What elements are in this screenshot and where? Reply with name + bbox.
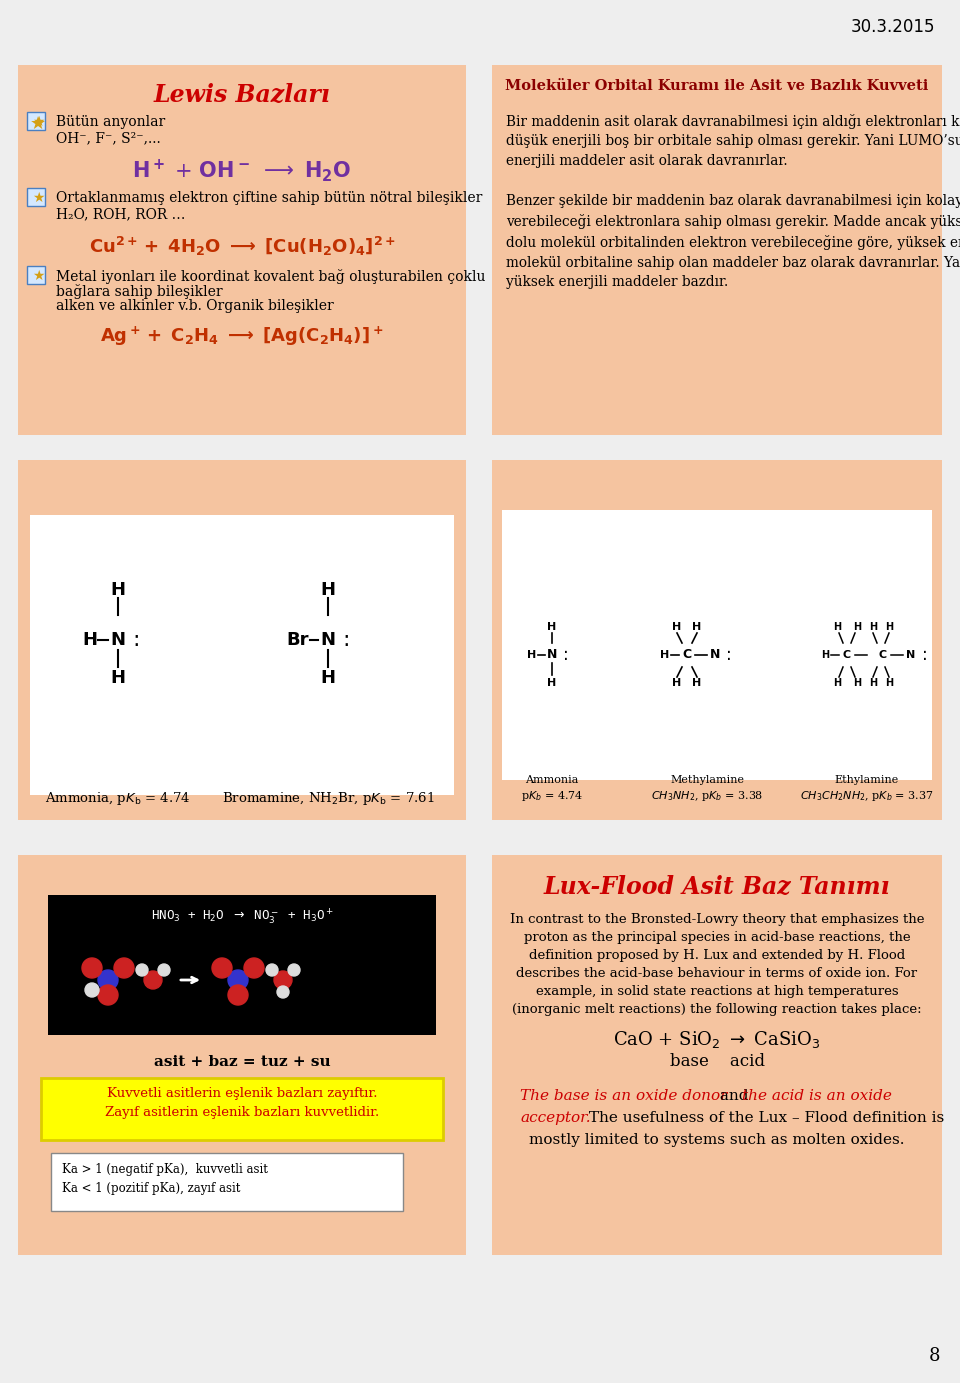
Text: C: C xyxy=(879,650,887,660)
Text: :: : xyxy=(132,631,140,650)
Circle shape xyxy=(228,985,248,1005)
Text: C: C xyxy=(683,649,691,661)
Text: describes the acid-base behaviour in terms of oxide ion. For: describes the acid-base behaviour in ter… xyxy=(516,967,918,981)
Text: C: C xyxy=(843,650,852,660)
Text: H₂O, ROH, ROR …: H₂O, ROH, ROR … xyxy=(56,207,185,221)
Text: H: H xyxy=(852,678,861,687)
Text: In contrast to the Bronsted-Lowry theory that emphasizes the: In contrast to the Bronsted-Lowry theory… xyxy=(510,913,924,927)
Text: H: H xyxy=(833,622,841,632)
Text: :: : xyxy=(564,646,569,664)
Text: H: H xyxy=(527,650,537,660)
Text: H: H xyxy=(547,622,557,632)
Text: example, in solid state reactions at high temperatures: example, in solid state reactions at hig… xyxy=(536,985,899,999)
Circle shape xyxy=(98,985,118,1005)
Text: Ka > 1 (negatif pKa),  kuvvetli asit
Ka < 1 (pozitif pKa), zayıf asit: Ka > 1 (negatif pKa), kuvvetli asit Ka <… xyxy=(62,1163,268,1195)
Text: Metal iyonları ile koordinat kovalent bağ oluşturabilen çoklu: Metal iyonları ile koordinat kovalent ba… xyxy=(56,270,486,284)
Text: H: H xyxy=(833,678,841,687)
Text: Lux-Flood Asit Baz Tanımı: Lux-Flood Asit Baz Tanımı xyxy=(543,875,890,899)
FancyBboxPatch shape xyxy=(18,461,466,820)
Text: ★: ★ xyxy=(32,191,44,205)
FancyBboxPatch shape xyxy=(502,510,932,780)
Text: acceptor.: acceptor. xyxy=(520,1111,590,1124)
Text: The usefulness of the Lux – Flood definition is: The usefulness of the Lux – Flood defini… xyxy=(584,1111,945,1124)
Text: H: H xyxy=(321,581,335,599)
Text: Ammonia
p$\mathit{K}_{b}$ = 4.74: Ammonia p$\mathit{K}_{b}$ = 4.74 xyxy=(521,774,583,804)
FancyBboxPatch shape xyxy=(41,1077,443,1140)
Text: H: H xyxy=(692,678,702,687)
Text: H: H xyxy=(821,650,829,660)
Text: $\mathbf{Cu^{2+} + \ 4H_2O \ \longrightarrow \ [Cu(H_2O)_4]^{2+}}$: $\mathbf{Cu^{2+} + \ 4H_2O \ \longrighta… xyxy=(88,235,396,259)
Text: H: H xyxy=(547,678,557,687)
Text: Kuvvetli asitlerin eşlenik bazları zayıftır.
Zayıf asitlerin eşlenik bazları kuv: Kuvvetli asitlerin eşlenik bazları zayıf… xyxy=(105,1087,379,1119)
Circle shape xyxy=(114,958,134,978)
Circle shape xyxy=(98,969,118,990)
Circle shape xyxy=(244,958,264,978)
Text: :: : xyxy=(726,646,732,664)
Text: Bir maddenin asit olarak davranabilmesi için aldığı elektronları koyabileceği
dü: Bir maddenin asit olarak davranabilmesi … xyxy=(506,113,960,167)
Text: H: H xyxy=(869,622,877,632)
Text: $\mathbf{Ag^+ + \ C_2H_4 \ \longrightarrow \ [Ag(C_2H_4)]^+}$: $\mathbf{Ag^+ + \ C_2H_4 \ \longrightarr… xyxy=(101,325,384,349)
Circle shape xyxy=(266,964,278,976)
FancyBboxPatch shape xyxy=(492,461,942,820)
Text: N: N xyxy=(709,649,720,661)
FancyBboxPatch shape xyxy=(27,266,45,284)
Text: N: N xyxy=(547,649,557,661)
FancyBboxPatch shape xyxy=(492,855,942,1254)
Text: OH⁻, F⁻, S²⁻,...: OH⁻, F⁻, S²⁻,... xyxy=(56,131,160,145)
Text: 8: 8 xyxy=(928,1347,940,1365)
FancyBboxPatch shape xyxy=(48,895,436,1034)
Text: The base is an oxide donor: The base is an oxide donor xyxy=(520,1088,728,1104)
Text: Benzer şekilde bir maddenin baz olarak davranabilmesi için kolaylıkla
verebilece: Benzer şekilde bir maddenin baz olarak d… xyxy=(506,194,960,289)
FancyBboxPatch shape xyxy=(492,65,942,436)
Text: Ortaklanmamış elektron çiftine sahip bütün nötral bileşikler: Ortaklanmamış elektron çiftine sahip büt… xyxy=(56,191,482,205)
Text: N: N xyxy=(321,631,335,649)
Text: ★: ★ xyxy=(30,115,46,133)
Text: H: H xyxy=(83,631,98,649)
Text: H: H xyxy=(672,678,682,687)
Text: Br: Br xyxy=(287,631,309,649)
Text: Methylamine
$CH_3NH_2$, p$\mathit{K}_{b}$ = 3.38: Methylamine $CH_3NH_2$, p$\mathit{K}_{b}… xyxy=(651,774,763,804)
FancyBboxPatch shape xyxy=(18,65,466,436)
Text: and: and xyxy=(715,1088,754,1104)
Circle shape xyxy=(144,971,162,989)
Text: asit + baz = tuz + su: asit + baz = tuz + su xyxy=(154,1055,330,1069)
Circle shape xyxy=(274,971,292,989)
Text: bağlara sahip bileşikler: bağlara sahip bileşikler xyxy=(56,284,223,299)
Circle shape xyxy=(158,964,170,976)
Text: 30.3.2015: 30.3.2015 xyxy=(851,18,935,36)
Text: H: H xyxy=(869,678,877,687)
Circle shape xyxy=(85,983,99,997)
Text: Ammonia, p$\mathit{K}_{\rm b}$ = 4.74: Ammonia, p$\mathit{K}_{\rm b}$ = 4.74 xyxy=(45,790,191,808)
Text: base    acid: base acid xyxy=(669,1052,764,1070)
Text: H: H xyxy=(885,678,893,687)
FancyBboxPatch shape xyxy=(30,514,454,795)
Text: H: H xyxy=(660,650,670,660)
Circle shape xyxy=(228,969,248,990)
Text: Ethylamine
$CH_3CH_2NH_2$, p$\mathit{K}_{b}$ = 3.37: Ethylamine $CH_3CH_2NH_2$, p$\mathit{K}_… xyxy=(800,774,934,804)
Text: H: H xyxy=(885,622,893,632)
Text: :: : xyxy=(923,646,928,664)
Text: Lewis Bazları: Lewis Bazları xyxy=(154,83,330,106)
Text: N: N xyxy=(110,631,126,649)
Circle shape xyxy=(277,986,289,999)
Text: Bromamine, NH$_2$Br, p$\mathit{K}_{\rm b}$ = 7.61: Bromamine, NH$_2$Br, p$\mathit{K}_{\rm b… xyxy=(222,790,434,808)
Text: the acid is an oxide: the acid is an oxide xyxy=(742,1088,892,1104)
Text: mostly limited to systems such as molten oxides.: mostly limited to systems such as molten… xyxy=(529,1133,904,1147)
Text: H: H xyxy=(692,622,702,632)
Text: Moleküler Orbital Kuramı ile Asit ve Bazlık Kuvveti: Moleküler Orbital Kuramı ile Asit ve Baz… xyxy=(505,79,928,93)
Circle shape xyxy=(288,964,300,976)
Text: proton as the principal species in acid-base reactions, the: proton as the principal species in acid-… xyxy=(524,931,910,945)
FancyBboxPatch shape xyxy=(27,112,45,130)
Text: alken ve alkinler v.b. Organik bileşikler: alken ve alkinler v.b. Organik bileşikle… xyxy=(56,299,334,313)
Text: ★: ★ xyxy=(32,270,44,284)
FancyBboxPatch shape xyxy=(51,1153,403,1212)
Text: CaO + SiO$_2$ $\rightarrow$ CaSiO$_3$: CaO + SiO$_2$ $\rightarrow$ CaSiO$_3$ xyxy=(613,1029,821,1050)
Text: H: H xyxy=(110,669,126,687)
Text: H: H xyxy=(110,581,126,599)
Text: N: N xyxy=(906,650,916,660)
Text: Bütün anyonlar: Bütün anyonlar xyxy=(56,115,165,129)
Text: (inorganic melt reactions) the following reaction takes place:: (inorganic melt reactions) the following… xyxy=(513,1003,922,1017)
FancyBboxPatch shape xyxy=(27,188,45,206)
Text: ★: ★ xyxy=(32,115,44,129)
